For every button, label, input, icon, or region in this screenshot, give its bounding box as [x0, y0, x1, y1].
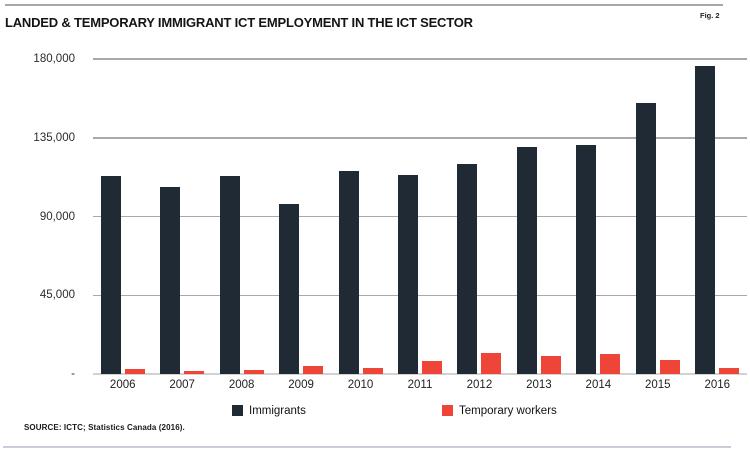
top-rule: [5, 4, 723, 6]
bar-group-2016: [688, 59, 747, 374]
legend-label-temporary-workers: Temporary workers: [459, 404, 557, 417]
gridline-90000: [93, 215, 747, 218]
y-axis-labels: 180,000 135,000 90,000 45,000 -: [0, 0, 75, 462]
bar-group-2006: [93, 59, 152, 374]
immigrants-swatch-icon: [232, 405, 243, 416]
y-tick-0: -: [71, 368, 75, 380]
x-tick-2006: 2006: [109, 379, 136, 391]
gridline-45000: [93, 294, 747, 296]
x-tick-2011: 2011: [407, 379, 433, 391]
bar-group-2011: [390, 59, 449, 374]
gridline-180000: [93, 58, 747, 60]
bar-immigrants-2008: [219, 176, 240, 374]
bar-immigrants-2010: [338, 171, 359, 374]
bar-immigrants-2013: [516, 146, 537, 374]
bar-immigrants-2011: [397, 174, 418, 374]
temporary-workers-swatch-icon: [442, 405, 453, 416]
bar-group-2008: [212, 59, 271, 374]
figure-number: Fig. 2: [700, 11, 720, 20]
bar-series: [93, 59, 747, 374]
x-axis-labels: 2006 2007 2008 2009 2010 2011 2012 2013 2014 2015…: [93, 379, 747, 391]
legend-item-immigrants: Immigrants: [232, 404, 306, 417]
bar-immigrants-2012: [457, 164, 478, 374]
bar-temporary-workers-2012: [481, 353, 502, 374]
bar-immigrants-2009: [279, 204, 300, 374]
y-tick-45000: 45,000: [39, 289, 75, 302]
x-tick-2009: 2009: [288, 379, 314, 391]
bar-immigrants-2015: [635, 102, 656, 374]
x-tick-2013: 2013: [526, 379, 552, 391]
chart-title: LANDED & TEMPORARY IMMIGRANT ICT EMPLOYM…: [5, 15, 473, 30]
x-tick-2012: 2012: [466, 379, 493, 391]
bar-temporary-workers-2013: [540, 356, 561, 374]
bar-temporary-workers-2014: [600, 354, 621, 374]
bar-group-2012: [450, 59, 509, 374]
x-tick-2015: 2015: [645, 379, 671, 391]
x-tick-2010: 2010: [347, 379, 374, 391]
bar-immigrants-2007: [160, 186, 181, 374]
y-tick-90000: 90,000: [39, 210, 75, 223]
bar-temporary-workers-2011: [421, 361, 442, 374]
bar-group-2007: [152, 59, 211, 374]
bottom-rule: [3, 446, 731, 448]
gridline-135000: [93, 137, 747, 139]
bar-immigrants-2006: [100, 176, 121, 374]
x-tick-2007: 2007: [169, 379, 195, 391]
bar-temporary-workers-2009: [303, 366, 324, 374]
bar-temporary-workers-2006: [124, 368, 145, 374]
bar-temporary-workers-2015: [659, 360, 680, 374]
source-note: SOURCE: ICTC; Statistics Canada (2016).: [24, 423, 185, 432]
legend-label-immigrants: Immigrants: [249, 404, 306, 417]
x-tick-2016: 2016: [704, 379, 731, 391]
plot-area: [93, 58, 747, 375]
y-tick-180000: 180,000: [33, 53, 75, 65]
bar-group-2009: [271, 59, 330, 374]
legend-item-temporary-workers: Temporary workers: [442, 404, 557, 417]
bar-temporary-workers-2008: [243, 369, 264, 374]
y-tick-135000: 135,000: [33, 131, 75, 144]
bar-temporary-workers-2016: [719, 367, 740, 374]
bar-group-2014: [569, 59, 628, 374]
bar-group-2013: [509, 59, 568, 374]
bar-group-2010: [331, 59, 390, 374]
x-tick-2014: 2014: [585, 379, 612, 391]
x-axis-line: [93, 373, 747, 375]
x-tick-2008: 2008: [228, 379, 255, 391]
bar-immigrants-2014: [576, 144, 597, 374]
bar-group-2015: [628, 59, 687, 374]
bar-temporary-workers-2010: [362, 367, 383, 374]
bar-temporary-workers-2007: [184, 370, 205, 374]
bar-immigrants-2016: [695, 66, 716, 374]
